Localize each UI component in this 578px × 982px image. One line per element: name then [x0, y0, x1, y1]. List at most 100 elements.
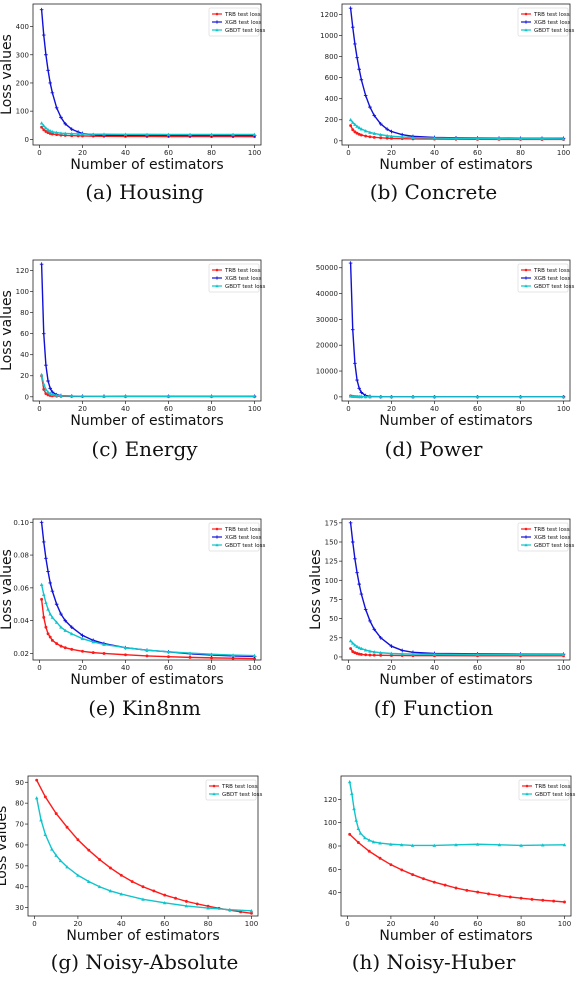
series-marker: [76, 132, 80, 136]
legend: TRB test loss GBDT test loss: [518, 779, 575, 801]
series-marker: [364, 134, 368, 138]
y-tick-label: 75: [329, 596, 338, 604]
legend-label: GBDT test loss: [225, 28, 265, 34]
x-tick-label: 100: [245, 920, 258, 928]
y-tick-label: 40000: [316, 290, 338, 298]
axes-frame: [32, 518, 262, 661]
x-tick-label: 60: [473, 405, 482, 413]
legend-label: GBDT test loss: [534, 28, 574, 34]
series-line: [41, 122, 255, 136]
subfigure-caption: (e) Kin8nm: [88, 696, 201, 720]
series-marker: [475, 842, 480, 846]
series-marker: [363, 607, 368, 612]
series-marker: [42, 615, 46, 619]
series-marker: [48, 391, 53, 396]
legend-box: [205, 779, 257, 801]
series-marker: [63, 628, 68, 632]
series-marker: [372, 135, 376, 139]
series-marker: [353, 643, 357, 647]
series-marker: [540, 843, 545, 847]
x-tick-label: 100: [558, 920, 571, 928]
series-marker: [39, 372, 44, 377]
series-marker: [69, 631, 74, 636]
series-marker: [44, 600, 48, 605]
series-marker: [359, 394, 364, 399]
series-marker: [410, 843, 415, 847]
series-marker: [359, 646, 364, 650]
plot-area: [39, 520, 257, 660]
chart-panel: 0 20 40 60 80 100 0 20 40 60 80 100 120 Number of est…: [0, 259, 265, 429]
series-marker: [355, 124, 359, 128]
series-marker: [475, 652, 480, 656]
series-marker: [524, 527, 528, 531]
x-tick-label: 100: [248, 664, 261, 672]
series-marker: [41, 592, 46, 596]
series-trb: [40, 374, 256, 398]
y-tick-label: 80: [15, 800, 24, 808]
series-marker: [54, 130, 59, 135]
legend-label: TRB test loss: [224, 12, 261, 18]
y-tick-label: 600: [325, 74, 338, 82]
x-tick-label: 20: [78, 149, 87, 157]
y-tick-label: 120: [324, 796, 337, 804]
series-marker: [347, 780, 352, 784]
x-axis-label: Number of estimators: [379, 928, 532, 944]
series-marker: [65, 825, 69, 829]
series-marker: [530, 897, 534, 901]
x-tick-label: 0: [346, 664, 350, 672]
series-line: [350, 119, 564, 140]
series-marker: [368, 135, 372, 139]
series-marker: [363, 648, 368, 652]
plot-area: [39, 262, 257, 399]
series-marker: [46, 569, 50, 574]
x-tick-label: 0: [37, 149, 41, 157]
chart-panel: 0 20 40 60 80 100020040060080010001200Number …: [320, 3, 574, 173]
legend: TRB test loss XGB test loss GBDT test loss: [517, 7, 574, 37]
series-marker: [454, 886, 458, 890]
series-marker: [58, 858, 63, 863]
y-tick-label: 40: [20, 351, 29, 359]
series-marker: [81, 649, 84, 653]
series-marker: [350, 540, 355, 544]
legend: TRB test loss XGB test loss GBDT test loss: [208, 522, 265, 552]
x-tick-label: 80: [516, 149, 525, 157]
series-marker: [524, 284, 528, 288]
axes-frame: [341, 3, 571, 146]
series-marker: [41, 331, 46, 336]
x-tick-label: 20: [387, 405, 396, 413]
series-marker: [400, 868, 404, 872]
x-tick-label: 0: [37, 664, 41, 672]
series-marker: [368, 653, 372, 657]
x-tick-label: 20: [78, 664, 87, 672]
series-gbdt: [347, 780, 567, 847]
y-tick-label: 40: [15, 883, 24, 891]
y-tick-label: 100: [16, 288, 29, 296]
x-tick-label: 80: [207, 405, 216, 413]
series-marker: [353, 130, 357, 134]
series-marker: [123, 645, 128, 650]
legend-box: [517, 522, 569, 552]
series-marker: [454, 136, 458, 140]
series-marker: [385, 133, 389, 138]
series-gbdt: [39, 372, 257, 398]
series-marker: [252, 394, 257, 398]
legend-label: GBDT test loss: [225, 543, 265, 549]
series-marker: [355, 644, 359, 649]
legend-label: GBDT test loss: [534, 543, 574, 549]
series-marker: [39, 262, 44, 267]
series-marker: [356, 841, 360, 844]
x-tick-label: 100: [248, 405, 261, 413]
series-marker: [389, 644, 394, 649]
x-tick-label: 40: [117, 920, 126, 928]
chart-panel: 0 20 40 60 80 100 0 10000 20000 30000 40000 50000 Nu…: [316, 259, 574, 429]
series-marker: [209, 652, 214, 656]
y-tick-label: 0: [334, 137, 338, 145]
series-marker: [231, 656, 235, 660]
series-marker: [351, 128, 355, 132]
series-marker: [399, 843, 404, 847]
series-marker: [378, 132, 383, 137]
series-marker: [372, 653, 376, 657]
series-marker: [65, 865, 69, 869]
series-marker: [400, 652, 405, 656]
